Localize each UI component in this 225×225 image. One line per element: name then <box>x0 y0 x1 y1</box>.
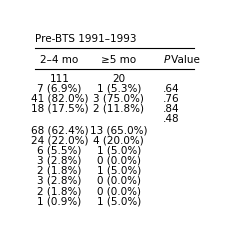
Text: 0 (0.0%): 0 (0.0%) <box>97 176 141 186</box>
Text: 24 (22.0%): 24 (22.0%) <box>31 136 88 146</box>
Text: 1 (5.0%): 1 (5.0%) <box>97 196 141 206</box>
Text: 1 (5.3%): 1 (5.3%) <box>97 84 141 94</box>
Text: 3 (75.0%): 3 (75.0%) <box>93 94 144 104</box>
Text: 6 (5.5%): 6 (5.5%) <box>37 146 82 156</box>
Text: 3 (2.8%): 3 (2.8%) <box>37 156 82 166</box>
Text: 1 (5.0%): 1 (5.0%) <box>97 146 141 156</box>
Text: 2 (11.8%): 2 (11.8%) <box>93 104 144 114</box>
Text: .84: .84 <box>163 104 179 114</box>
Text: 0 (0.0%): 0 (0.0%) <box>97 156 141 166</box>
Text: 2 (1.8%): 2 (1.8%) <box>37 166 82 176</box>
Text: 1 (5.0%): 1 (5.0%) <box>97 166 141 176</box>
Text: Pre-BTS 1991–1993: Pre-BTS 1991–1993 <box>35 34 137 44</box>
Text: 2–4 mo: 2–4 mo <box>40 55 79 65</box>
Text: 18 (17.5%): 18 (17.5%) <box>31 104 88 114</box>
Text: ≥5 mo: ≥5 mo <box>101 55 136 65</box>
Text: 7 (6.9%): 7 (6.9%) <box>37 84 82 94</box>
Text: P: P <box>163 55 169 65</box>
Text: 0 (0.0%): 0 (0.0%) <box>97 186 141 196</box>
Text: 68 (62.4%): 68 (62.4%) <box>31 126 88 136</box>
Text: 1 (0.9%): 1 (0.9%) <box>37 196 82 206</box>
Text: 2 (1.8%): 2 (1.8%) <box>37 186 82 196</box>
Text: .76: .76 <box>163 94 179 104</box>
Text: .48: .48 <box>163 114 179 124</box>
Text: 111: 111 <box>50 74 70 84</box>
Text: 3 (2.8%): 3 (2.8%) <box>37 176 82 186</box>
Text: .64: .64 <box>163 84 179 94</box>
Text: 41 (82.0%): 41 (82.0%) <box>31 94 88 104</box>
Text: 13 (65.0%): 13 (65.0%) <box>90 126 148 136</box>
Text: Value: Value <box>169 55 200 65</box>
Text: 20: 20 <box>112 74 125 84</box>
Text: 4 (20.0%): 4 (20.0%) <box>93 136 144 146</box>
